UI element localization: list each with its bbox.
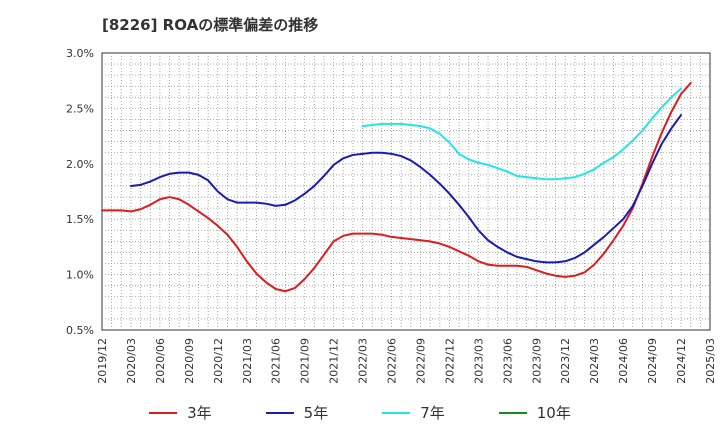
x-tick-label: 2020/12 (212, 338, 225, 384)
x-tick-label: 2024/03 (588, 338, 601, 384)
legend-label: 10年 (536, 404, 571, 422)
x-tick-label: 2022/03 (357, 338, 370, 384)
legend-label: 7年 (420, 404, 445, 422)
x-tick-label: 2024/06 (617, 338, 630, 384)
x-tick-label: 2021/12 (328, 338, 341, 384)
x-tick-label: 2023/09 (530, 338, 543, 384)
legend-swatch (498, 411, 527, 414)
series-line (101, 81, 692, 293)
legend-label: 3年 (187, 404, 212, 422)
x-tick-label: 2021/06 (270, 338, 283, 384)
legend-item: 10年 (498, 402, 571, 423)
series-line (361, 87, 683, 181)
x-tick-label: 2022/06 (386, 338, 399, 384)
x-tick-label: 2024/12 (675, 338, 688, 384)
x-tick-label: 2022/09 (414, 338, 427, 384)
series-layer (101, 81, 692, 293)
y-tick-label: 3.0% (66, 47, 94, 60)
legend: 3年 5年 7年 10年 (0, 402, 720, 423)
legend-label: 5年 (303, 404, 329, 422)
legend-item: 5年 (265, 402, 329, 423)
y-tick-label: 1.0% (66, 269, 94, 282)
x-tick-label: 2023/06 (501, 338, 514, 384)
grid-layer (101, 52, 711, 331)
x-tick-label: 2020/03 (125, 338, 138, 384)
y-tick-label: 2.0% (66, 158, 94, 171)
x-tick-label: 2023/03 (472, 338, 485, 384)
axis-layer: 0.5% 1.0% 1.5% 2.0% 2.5% 3.0% 2019/12 2020/03 20… (66, 47, 717, 384)
series-line (129, 114, 683, 264)
x-tick-label: 2021/03 (241, 338, 254, 384)
y-tick-label: 1.5% (66, 213, 94, 226)
plot-frame (101, 52, 711, 331)
x-tick-label: 2023/12 (559, 338, 572, 384)
x-tick-label: 2020/09 (183, 338, 196, 384)
chart-title: [8226] ROAの標準偏差の推移 (102, 16, 319, 34)
legend-item: 7年 (382, 402, 445, 423)
legend-swatch (265, 411, 294, 414)
x-tick-label: 2019/12 (96, 338, 109, 384)
legend-swatch (382, 411, 411, 414)
x-tick-label: 2024/09 (646, 338, 659, 384)
x-tick-label: 2025/03 (704, 338, 717, 384)
x-tick-label: 2022/12 (443, 338, 456, 384)
y-tick-label: 0.5% (66, 324, 94, 337)
legend-swatch (149, 411, 178, 414)
x-tick-label: 2021/09 (299, 338, 312, 384)
y-tick-label: 2.5% (66, 102, 94, 115)
x-tick-label: 2020/06 (154, 338, 167, 384)
legend-item: 3年 (149, 402, 212, 423)
